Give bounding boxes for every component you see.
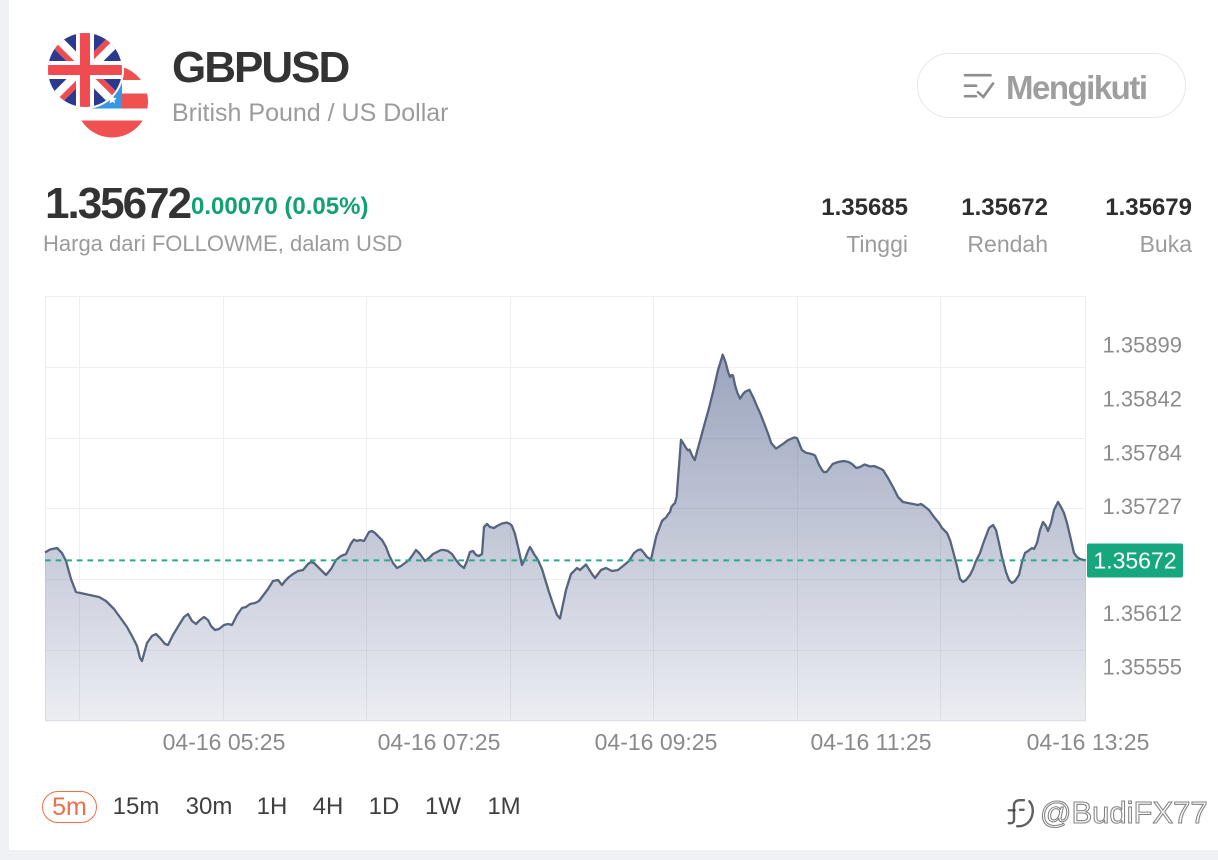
svg-text:04-16 11:25: 04-16 11:25 <box>810 729 931 755</box>
svg-text:04-16 07:25: 04-16 07:25 <box>378 729 501 755</box>
svg-text:1.35555: 1.35555 <box>1102 655 1182 680</box>
svg-text:04-16 09:25: 04-16 09:25 <box>595 729 718 755</box>
svg-text:1.35672: 1.35672 <box>1093 548 1176 574</box>
svg-text:04-16 05:25: 04-16 05:25 <box>163 729 286 755</box>
svg-text:1.35842: 1.35842 <box>1102 387 1182 412</box>
svg-text:1.35612: 1.35612 <box>1102 601 1182 626</box>
svg-text:1.35899: 1.35899 <box>1102 333 1182 358</box>
svg-text:1.35727: 1.35727 <box>1102 494 1182 519</box>
svg-text:1.35784: 1.35784 <box>1102 441 1182 466</box>
svg-text:04-16 13:25: 04-16 13:25 <box>1027 729 1150 755</box>
